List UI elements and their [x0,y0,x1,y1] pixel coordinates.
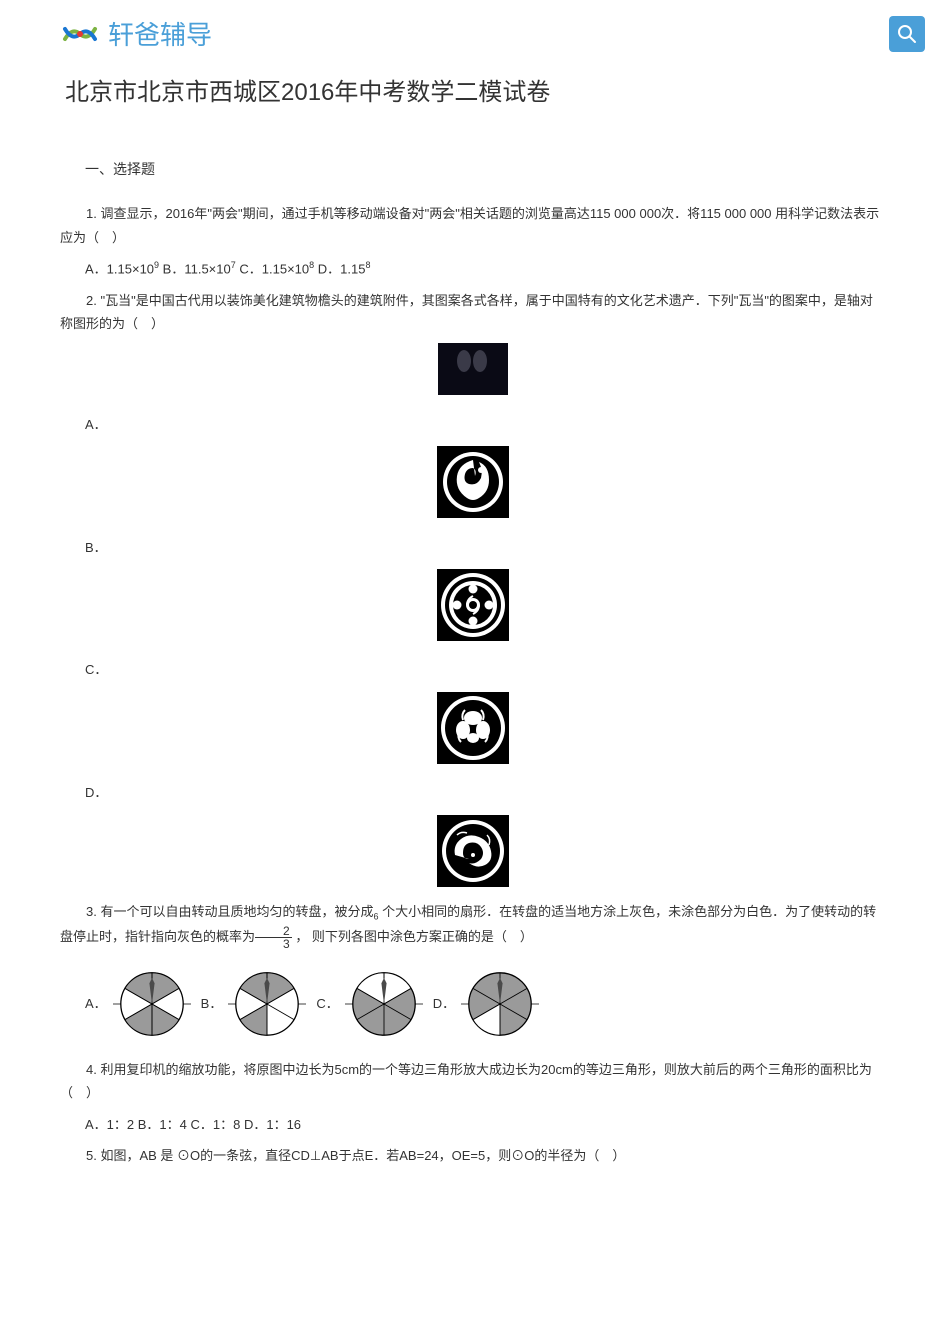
section-heading: 一、选择题 [85,157,885,182]
q1-optC: C．1.15×10 [239,261,309,276]
q1-optB: B．11.5×10 [163,261,231,276]
page-title: 北京市北京市西城区2016年中考数学二模试卷 [0,62,945,127]
question-3: 3. 有一个可以自由转动且质地均匀的转盘，被分成6 个大小相同的扇形．在转盘的适… [60,900,885,950]
q3-frac-den: 3 [255,938,292,950]
logo-area: 轩爸辅导 [60,15,212,52]
q4-num: 4. [86,1062,97,1077]
q4-options: A．1：2 B．1：4 C．1：8 D．1：16 [85,1113,885,1136]
q1-optD-sup: 8 [365,260,370,270]
q3-optD-label: D． [433,992,455,1015]
q2-optB-image [60,569,885,648]
spinner-a-icon [113,965,191,1043]
question-4: 4. 利用复印机的缩放功能，将原图中边长为5cm的一个等边三角形放大成边长为20… [60,1058,885,1105]
q1-num: 1. [86,206,97,221]
spinner-b-icon [228,965,306,1043]
search-button[interactable] [889,16,925,52]
question-2: 2. "瓦当"是中国古代用以装饰美化建筑物檐头的建筑附件，其图案各式各样，属于中… [60,289,885,336]
q5-text: 如图，AB 是 ⊙O的一条弦，直径CD⊥AB于点E．若AB=24，OE=5，则⊙… [100,1148,625,1163]
q3-frac-num: 2 [255,925,292,938]
q2-optA-image [60,446,885,525]
q3-options-row: A． B． [85,965,885,1043]
spinner-d-icon [461,965,539,1043]
q2-text: "瓦当"是中国古代用以装饰美化建筑物檐头的建筑附件，其图案各式各样，属于中国特有… [60,293,873,331]
q3-optB: B． [201,965,307,1043]
q3-text-p3: ， 则下列各图中涂色方案正确的是（ ） [292,929,533,944]
q4-text: 利用复印机的缩放功能，将原图中边长为5cm的一个等边三角形放大成边长为20cm的… [60,1062,872,1100]
logo-text: 轩爸辅导 [108,15,212,52]
q1-optA: A．1.15×10 [85,261,154,276]
q2-optC-image [60,692,885,771]
q3-optA-label: A． [85,992,107,1015]
q3-optC-label: C． [316,992,338,1015]
q5-num: 5. [86,1148,97,1163]
q1-optD: D．1.15 [318,261,366,276]
q1-optB-sup: 7 [231,260,236,270]
q3-optC: C． [316,965,422,1043]
q1-optA-sup: 9 [154,260,159,270]
spinner-c-icon [345,965,423,1043]
question-1: 1. 调查显示，2016年"两会"期间，通过手机等移动端设备对"两会"相关话题的… [60,202,885,249]
q1-options: A．1.15×109 B．11.5×107 C．1.15×108 D．1.158 [85,257,885,281]
q2-optA-label: A． [85,413,885,436]
q3-optB-label: B． [201,992,223,1015]
question-5: 5. 如图，AB 是 ⊙O的一条弦，直径CD⊥AB于点E．若AB=24，OE=5… [60,1144,885,1167]
q3-optA: A． [85,965,191,1043]
logo-icon [60,19,100,49]
content-body: 一、选择题 1. 调查显示，2016年"两会"期间，通过手机等移动端设备对"两会… [0,157,945,1167]
q1-optC-sup: 8 [309,260,314,270]
q3-num: 3. [86,904,97,919]
q2-optC-label: C． [85,658,885,681]
q3-fraction: 23 [255,925,292,950]
q3-text-p1: 有一个可以自由转动且质地均匀的转盘，被分成 [100,904,373,919]
q2-header-image [60,343,885,402]
q2-optB-label: B． [85,536,885,559]
q2-num: 2. [86,293,97,308]
q2-optD-image [60,815,885,894]
q3-optD: D． [433,965,539,1043]
search-icon [897,24,917,44]
q2-optD-label: D． [85,781,885,804]
q1-text: 调查显示，2016年"两会"期间，通过手机等移动端设备对"两会"相关话题的浏览量… [60,206,879,244]
